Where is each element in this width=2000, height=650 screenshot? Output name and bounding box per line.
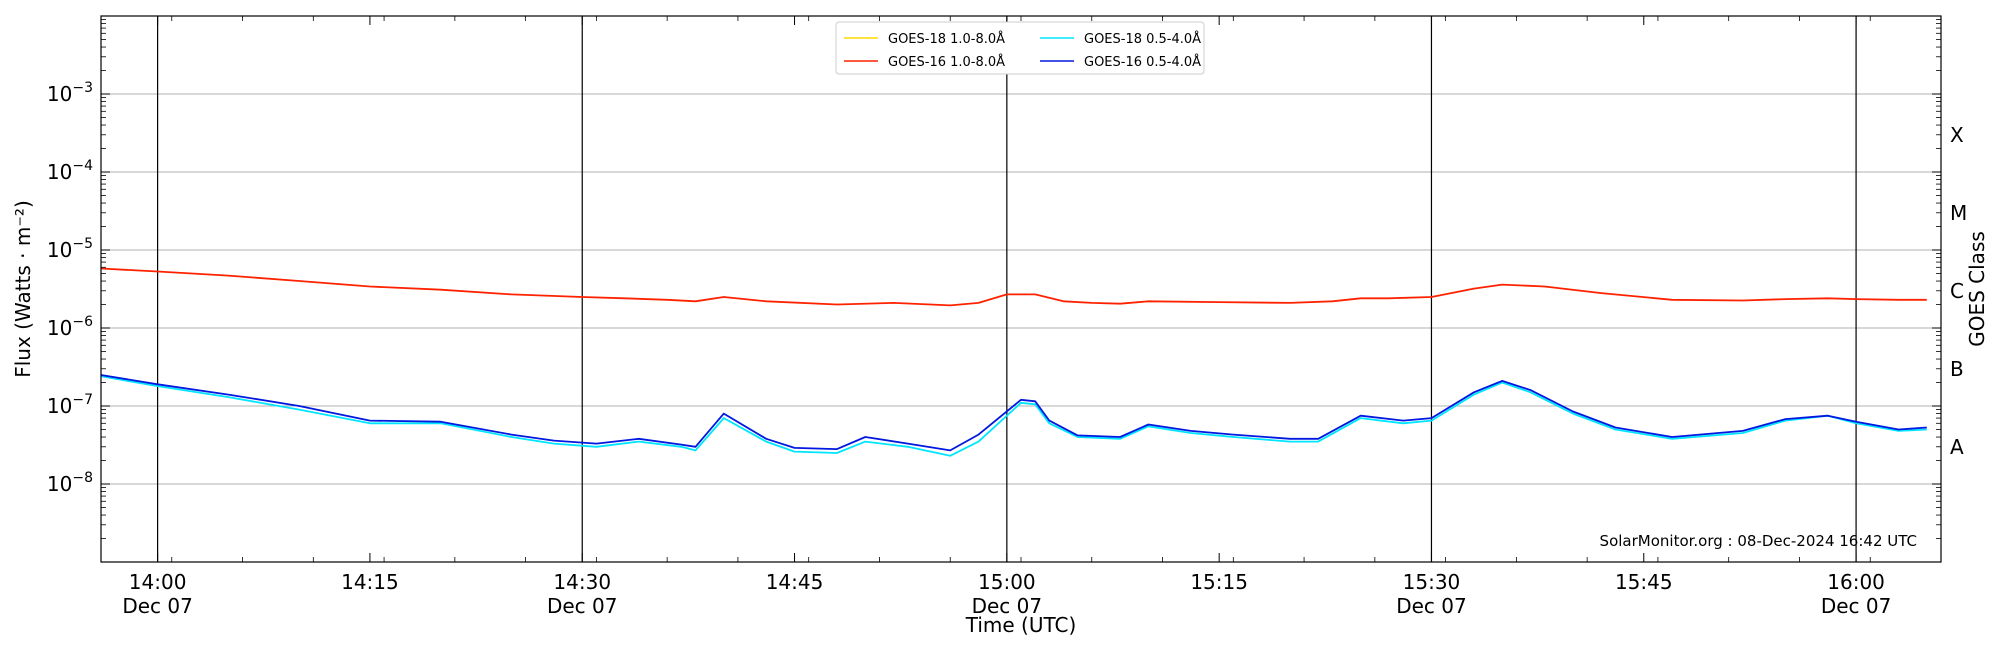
x-tick-label: 14:30 — [553, 570, 611, 594]
x-tick-label: 16:00 — [1827, 570, 1885, 594]
y-axis-title: Flux (Watts · m⁻²) — [11, 200, 35, 378]
x-tick-label: 15:45 — [1615, 570, 1673, 594]
x-axis-title: Time (UTC) — [965, 613, 1077, 637]
series-line — [100, 375, 1927, 457]
goes-class-labels: A B C M X — [1950, 123, 1967, 459]
goes-class-label: X — [1950, 123, 1964, 147]
x-tick-date-label: Dec 07 — [1821, 594, 1892, 618]
legend-label: GOES-16 1.0-8.0Å — [888, 54, 1005, 70]
x-tick-label: 14:00 — [129, 570, 187, 594]
x-tick-date-label: Dec 07 — [972, 594, 1043, 618]
legend-label: GOES-16 0.5-4.0Å — [1084, 54, 1201, 70]
legend-box — [835, 21, 1205, 75]
x-tick-date-label: Dec 07 — [1396, 594, 1467, 618]
x-tick-label: 14:45 — [766, 570, 824, 594]
x-tick-date-label: Dec 07 — [547, 594, 618, 618]
goes-class-label: M — [1950, 201, 1967, 225]
x-tick-date-label: Dec 07 — [122, 594, 193, 618]
goes-class-label: C — [1950, 279, 1964, 303]
grid-lines — [101, 93, 1941, 485]
axis-ticks — [100, 16, 1942, 562]
y-tick-labels: 10−8 10−7 10−6 10−5 10−4 10−3 — [47, 80, 93, 496]
plot-frame — [100, 15, 1942, 563]
series-line — [100, 374, 1927, 452]
y-tick-label: 10−3 — [47, 80, 93, 106]
goes-class-label: B — [1950, 357, 1964, 381]
x-tick-label: 14:15 — [341, 570, 399, 594]
x-tick-label: 15:15 — [1190, 570, 1248, 594]
goes-class-label: A — [1950, 435, 1964, 459]
x-tick-label: 15:00 — [978, 570, 1036, 594]
series-line — [100, 267, 1927, 307]
x-tick-label: 15:30 — [1403, 570, 1461, 594]
y-tick-label: 10−5 — [47, 236, 93, 262]
time-marker-lines — [157, 16, 1857, 562]
y-tick-label: 10−4 — [47, 158, 93, 184]
source-annotation: SolarMonitor.org : 08-Dec-2024 16:42 UTC — [1600, 532, 1917, 550]
y-tick-label: 10−8 — [47, 470, 93, 496]
series-lines — [100, 267, 1927, 457]
legend-label: GOES-18 1.0-8.0Å — [888, 31, 1005, 47]
y-tick-label: 10−7 — [47, 392, 93, 418]
goes-class-axis-title: GOES Class — [1965, 231, 1989, 347]
y-tick-label: 10−6 — [47, 314, 93, 340]
legend: GOES-18 1.0-8.0Å GOES-16 1.0-8.0Å GOES-18 … — [835, 21, 1205, 75]
legend-label: GOES-18 0.5-4.0Å — [1084, 31, 1201, 47]
